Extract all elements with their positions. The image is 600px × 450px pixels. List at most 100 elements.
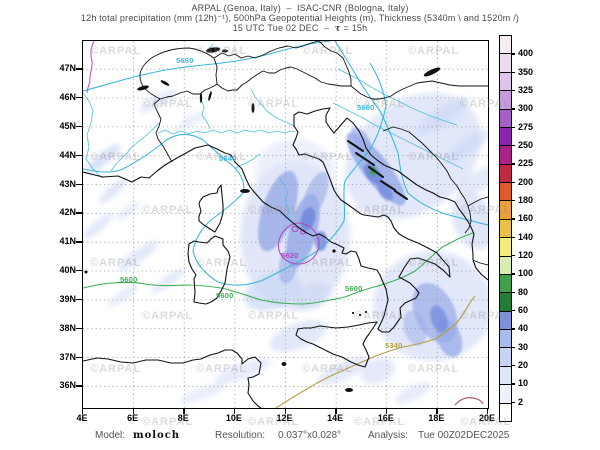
- colorbar-label: 10: [518, 378, 529, 389]
- lat-tick: [76, 125, 82, 128]
- colorbar-segment: [500, 218, 511, 238]
- colorbar-segment: [500, 329, 511, 348]
- colorbar-tick: [511, 346, 515, 348]
- lon-tick-label: 6E: [127, 413, 139, 423]
- map-canvas: [83, 41, 488, 408]
- colorbar-label: 100: [518, 268, 534, 279]
- contour-value-label: 5600: [120, 275, 138, 284]
- colorbar-tick: [511, 236, 515, 238]
- lon-tick-label: 10E: [225, 413, 242, 423]
- colorbar-segment: [500, 182, 511, 201]
- lon-tick-label: 20E: [479, 413, 496, 423]
- contour-value-label: 5340: [385, 341, 403, 350]
- colorbar-tick: [511, 401, 515, 403]
- contour-value-label: 5620: [281, 251, 299, 260]
- lon-tick: [233, 409, 236, 414]
- colorbar-tick: [511, 383, 515, 385]
- lat-tick-label: 36N: [59, 380, 76, 391]
- model-value: moloch: [133, 430, 181, 441]
- colorbar-segment: [500, 90, 511, 109]
- title-line-3: 15 UTC Tue 02 DEC – τ = 15h: [0, 23, 600, 34]
- height-contour-5660: [83, 41, 488, 226]
- colorbar-segment: [500, 145, 511, 164]
- contour-value-label: 5660: [176, 56, 194, 65]
- lat-tick-label: 43N: [59, 178, 76, 189]
- colorbar-tick: [511, 365, 515, 367]
- colorbar-tick: [511, 53, 515, 55]
- colorbar-label: 325: [518, 85, 534, 95]
- coastlines: [83, 107, 488, 408]
- height-contour-5600: [83, 232, 474, 305]
- colorbar-label: 20: [518, 360, 529, 370]
- lon-tick: [183, 409, 185, 414]
- colorbar-label: 300: [518, 103, 534, 114]
- contour-value-label: 5640: [219, 154, 237, 163]
- colorbar-tick: [511, 291, 515, 293]
- lat-tick: [76, 97, 82, 99]
- lat-tick: [76, 241, 82, 243]
- lat-tick-label: 41N: [59, 236, 76, 247]
- colorbar-segment: [500, 126, 511, 146]
- contour-value-label: 5600: [216, 291, 234, 300]
- lakes-and-islands: [84, 47, 441, 392]
- colorbar-segment: [500, 384, 511, 403]
- lat-tick-label: 38N: [59, 322, 76, 333]
- lat-tick-label: 45N: [59, 120, 76, 131]
- colorbar-tick: [511, 310, 515, 312]
- colorbar-tick: [511, 163, 515, 165]
- lon-tick: [385, 409, 388, 414]
- colorbar-label: 225: [518, 158, 534, 169]
- colorbar-label: 350: [518, 66, 534, 77]
- lon-tick-label: 12E: [276, 413, 293, 423]
- contour-value-label: 5660: [357, 103, 375, 112]
- lon-tick: [82, 409, 84, 414]
- colorbar-tick: [511, 108, 515, 110]
- colorbar-tick: [511, 181, 515, 183]
- contour-corner-magenta: [86, 41, 95, 94]
- colorbar-tick: [511, 200, 515, 202]
- colorbar-segment: [500, 36, 511, 54]
- colorbar-tick: [511, 145, 515, 147]
- lat-tick: [76, 298, 82, 301]
- colorbar-segment: [500, 53, 511, 72]
- analysis-value: Tue 00Z02DEC2025: [418, 430, 510, 441]
- colorbar-label: 80: [518, 286, 529, 297]
- colorbar-tick: [511, 90, 515, 92]
- contour-arc-darkred: [454, 397, 484, 406]
- colorbar-segment: [500, 237, 511, 256]
- colorbar-segment: [500, 402, 511, 421]
- colorbar-tick: [511, 126, 515, 128]
- lat-tick-label: 46N: [59, 92, 76, 103]
- model-label: Model:: [95, 430, 128, 441]
- colorbar-segment: [500, 163, 511, 182]
- colorbar-segment: [500, 292, 511, 311]
- valid-time-text: 15 UTC Tue 02 DEC –: [232, 23, 335, 33]
- croatian-islands: [347, 140, 408, 200]
- colorbar-segment: [500, 310, 511, 329]
- lat-tick: [76, 327, 82, 330]
- colorbar-segment: [500, 273, 511, 293]
- colorbar-segment: [500, 71, 511, 91]
- colorbar-label: 2: [518, 396, 524, 407]
- lat-tick: [76, 270, 82, 272]
- graticule-grid: [83, 41, 488, 408]
- colorbar-label: 60: [518, 305, 529, 315]
- lat-tick: [76, 212, 82, 214]
- lat-tick: [76, 68, 82, 70]
- colorbar-segment: [500, 200, 511, 219]
- colorbar-label: 160: [518, 213, 534, 224]
- forecast-lead-text: = 15h: [340, 23, 368, 33]
- lon-tick-label: 14E: [327, 413, 344, 423]
- thickness-contour-5340: [275, 295, 476, 408]
- colorbar-label: 400: [518, 48, 534, 59]
- colorbar-label: 180: [518, 195, 534, 205]
- colorbar-segment: [500, 255, 511, 274]
- precip-colorbar: [499, 35, 512, 422]
- lat-tick-label: 37N: [59, 351, 76, 362]
- country-borders: [139, 41, 488, 266]
- lat-tick: [76, 154, 82, 157]
- lon-tick: [335, 409, 337, 414]
- lat-tick-label: 40N: [59, 265, 76, 275]
- analysis-label: Analysis:: [368, 430, 411, 441]
